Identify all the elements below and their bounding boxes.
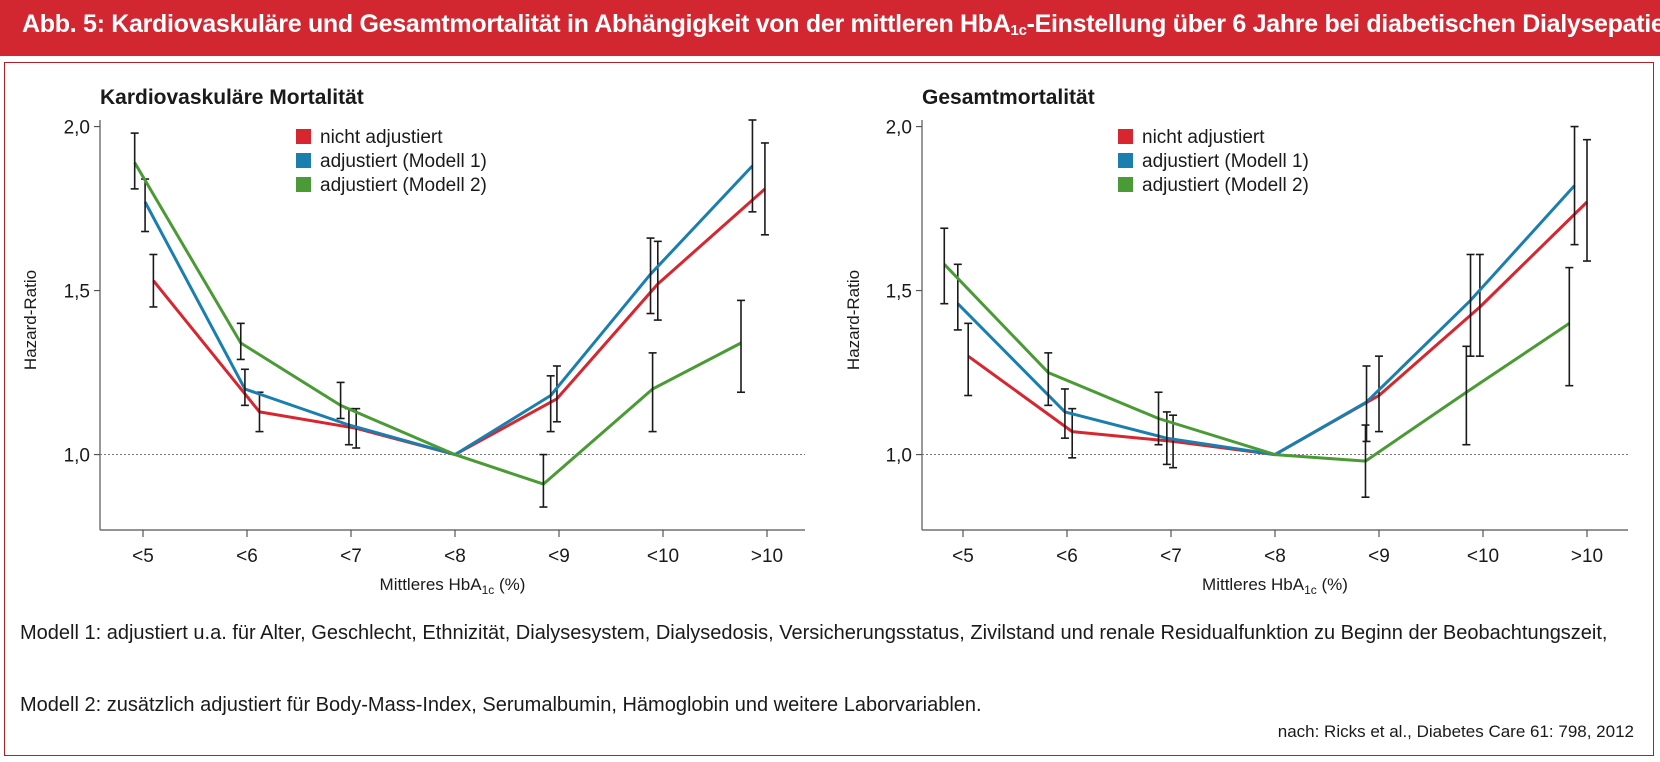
- legend-label: adjustiert (Modell 2): [320, 175, 487, 196]
- legend-swatch: [1118, 129, 1133, 144]
- x-axis-label-prefix: Mittleres HbA: [380, 575, 483, 594]
- y-tick-label: 1,5: [64, 282, 90, 303]
- legend-label: adjustiert (Modell 1): [1142, 151, 1309, 172]
- series-line: [967, 200, 1589, 457]
- chart-total-mortality: Gesamtmortalität 1,0 1,5 2,0 <5 <6 <7 <8 <9 <10 >1…: [844, 86, 1628, 597]
- note-model-2: Modell 2: zusätzlich adjustiert für Body…: [20, 694, 982, 716]
- x-tick-label: <8: [1264, 546, 1286, 567]
- x-tick-label: <5: [132, 546, 154, 567]
- y-tick-label: 2,0: [64, 118, 90, 139]
- x-axis-label-subscript: 1c: [482, 583, 495, 597]
- x-axis-label: Mittleres HbA1c (%): [1202, 575, 1348, 597]
- legend-label: nicht adjustiert: [320, 127, 443, 148]
- legend-swatch: [296, 129, 311, 144]
- x-tick-label: <9: [1368, 546, 1390, 567]
- panel-title: Kardiovaskuläre Mortalität: [100, 86, 364, 109]
- source-citation: nach: Ricks et al., Diabetes Care 61: 79…: [1277, 722, 1634, 741]
- x-tick-label: <10: [1467, 546, 1499, 567]
- x-tick-label: >10: [1571, 546, 1603, 567]
- panel-title: Gesamtmortalität: [922, 86, 1095, 109]
- title-bar: Abb. 5: Kardiovaskuläre und Gesamtmortal…: [0, 0, 1660, 56]
- legend-label: adjustiert (Modell 2): [1142, 175, 1309, 196]
- y-tick-label: 1,0: [886, 446, 912, 467]
- note-model-1: Modell 1: adjustiert u.a. für Alter, Ges…: [20, 622, 1608, 644]
- x-tick-label: <5: [952, 546, 974, 567]
- y-tick-label: 1,0: [64, 446, 90, 467]
- x-axis-label-suffix: (%): [1317, 575, 1348, 594]
- title-subscript: 1c: [1010, 22, 1027, 39]
- legend-swatch: [296, 153, 311, 168]
- figure-title: Abb. 5: Kardiovaskuläre und Gesamtmortal…: [22, 10, 1660, 39]
- y-axis-label: Hazard-Ratio: [21, 270, 40, 370]
- legend-label: nicht adjustiert: [1142, 127, 1265, 148]
- x-tick-label: <8: [444, 546, 466, 567]
- series-line: [152, 187, 766, 457]
- title-prefix: Abb. 5: Kardiovaskuläre und Gesamtmortal…: [22, 10, 1011, 38]
- chart-cardiovascular-mortality: Kardiovaskuläre Mortalität 1,0 1,5 2,0 <5 <6 <…: [21, 86, 805, 597]
- legend-swatch: [296, 177, 311, 192]
- y-tick-label: 1,5: [886, 282, 912, 303]
- legend-label: adjustiert (Modell 1): [320, 151, 487, 172]
- x-tick-label: <7: [340, 546, 362, 567]
- x-tick-label: <9: [548, 546, 570, 567]
- series-line: [133, 161, 742, 486]
- x-axis-label-subscript: 1c: [1304, 583, 1317, 597]
- x-tick-label: >10: [751, 546, 783, 567]
- y-tick-label: 2,0: [886, 118, 912, 139]
- x-axis-label-suffix: (%): [494, 575, 525, 594]
- x-axis-label: Mittleres HbA1c (%): [380, 575, 526, 597]
- x-tick-label: <10: [647, 546, 679, 567]
- x-tick-label: <6: [1056, 546, 1078, 567]
- title-suffix: -Einstellung über 6 Jahre bei diabetisch…: [1026, 10, 1660, 38]
- content-box: [4, 62, 1654, 756]
- x-tick-label: <6: [236, 546, 258, 567]
- x-tick-label: <7: [1160, 546, 1182, 567]
- y-axis-label: Hazard-Ratio: [844, 270, 863, 370]
- legend-swatch: [1118, 177, 1133, 192]
- legend-swatch: [1118, 153, 1133, 168]
- x-axis-label-prefix: Mittleres HbA: [1202, 575, 1305, 594]
- series-line: [143, 164, 754, 457]
